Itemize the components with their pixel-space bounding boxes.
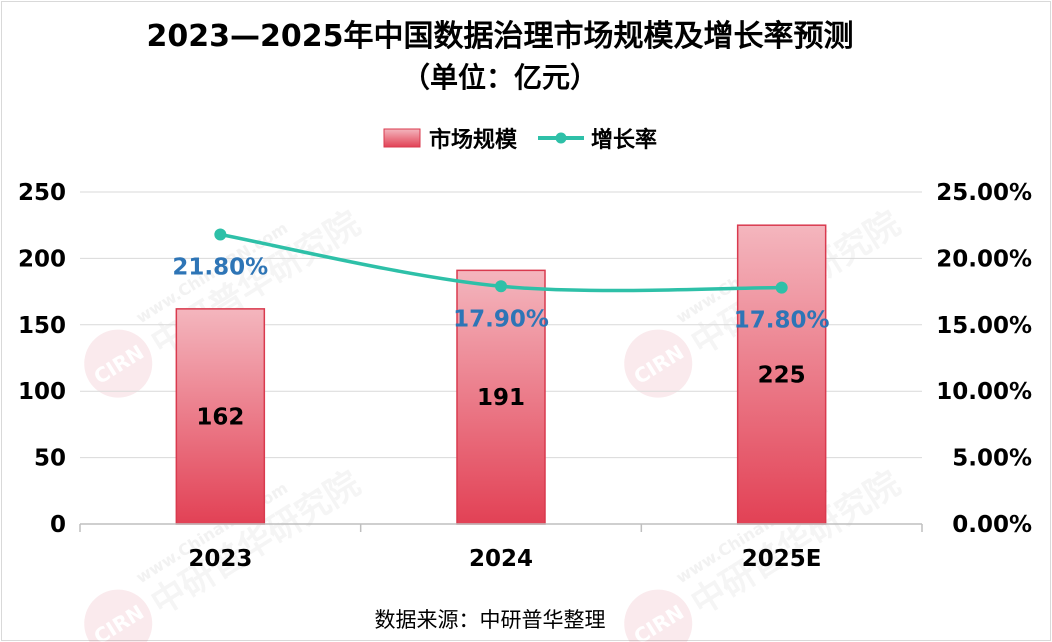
y-left-tick-label: 150 xyxy=(18,313,66,339)
line-series: 21.80% 17.90% 17.80% xyxy=(172,228,830,334)
y-left-tick-label: 0 xyxy=(50,512,66,538)
y-axis-left: 0 50 100 150 200 250 xyxy=(18,180,66,538)
chart-title: 2023—2025年中国数据治理市场规模及增长率预测 xyxy=(147,19,854,54)
legend: 市场规模 增长率 xyxy=(383,127,657,153)
legend-line-label: 增长率 xyxy=(591,127,657,153)
y-right-tick-label: 5.00% xyxy=(952,446,1032,472)
legend-line-marker xyxy=(555,132,567,144)
bar xyxy=(736,224,827,525)
x-axis: 2023 2024 2025E xyxy=(79,523,923,572)
bar-value-label: 225 xyxy=(758,363,806,389)
y-right-tick-label: 20.00% xyxy=(936,246,1032,272)
line-value-label: 17.80% xyxy=(734,308,830,334)
y-left-tick-label: 100 xyxy=(18,379,66,405)
y-left-tick-label: 200 xyxy=(18,246,66,272)
bar xyxy=(456,269,546,525)
y-right-tick-label: 15.00% xyxy=(936,313,1032,339)
x-tick-label: 2023 xyxy=(188,546,252,572)
y-right-tick-label: 10.00% xyxy=(936,379,1032,405)
legend-bar-swatch xyxy=(383,128,421,148)
bar-series: 162 191 225 xyxy=(175,224,827,525)
line-value-label: 21.80% xyxy=(172,254,268,280)
x-tick-label: 2025E xyxy=(742,546,822,572)
y-left-tick-label: 250 xyxy=(18,180,66,206)
bar xyxy=(175,308,266,525)
y-axis-right: 0.00% 5.00% 10.00% 15.00% 20.00% 25.00% xyxy=(936,180,1032,538)
line-point xyxy=(214,228,227,241)
line-point xyxy=(775,281,788,294)
bar-value-label: 191 xyxy=(477,385,525,411)
chart-subtitle: （单位：亿元） xyxy=(402,61,598,94)
y-right-tick-label: 0.00% xyxy=(952,512,1032,538)
legend-bar-label: 市场规模 xyxy=(429,127,518,153)
y-left-tick-label: 50 xyxy=(34,446,66,472)
y-right-tick-label: 25.00% xyxy=(936,180,1032,206)
line-value-label: 17.90% xyxy=(453,306,549,332)
x-tick-label: 2024 xyxy=(469,546,533,572)
bar-value-label: 162 xyxy=(196,404,244,430)
line-point xyxy=(495,280,507,293)
source-note: 数据来源：中研普华整理 xyxy=(375,608,606,632)
